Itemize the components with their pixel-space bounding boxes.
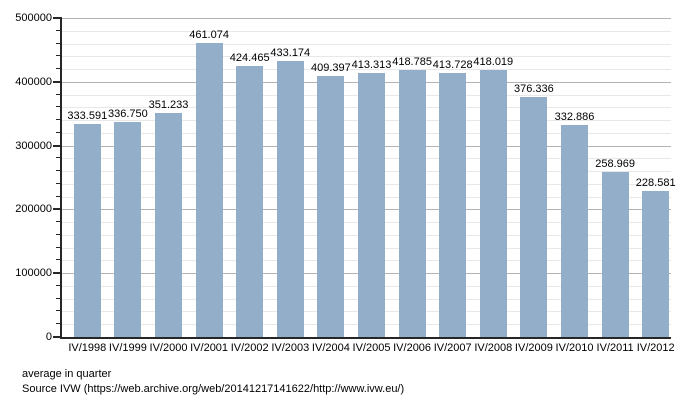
major-gridline — [62, 18, 671, 19]
bar — [479, 70, 507, 337]
bar — [317, 75, 345, 337]
x-axis-label: IV/2012 — [636, 342, 675, 354]
y-axis-minor-tick — [56, 323, 62, 325]
bar — [195, 42, 223, 337]
minor-gridline — [62, 69, 671, 71]
x-axis-label: IV/2001 — [190, 342, 229, 354]
minor-gridline — [62, 43, 671, 45]
x-axis-label: IV/1998 — [68, 342, 107, 354]
bar — [561, 124, 588, 337]
bar — [114, 122, 142, 337]
bar — [73, 124, 101, 337]
y-axis-minor-tick — [56, 221, 62, 223]
y-axis-minor-tick — [56, 55, 62, 57]
y-axis-tick-label: 300000 — [15, 139, 52, 152]
y-axis-major-tick — [53, 144, 62, 147]
y-axis-minor-tick — [56, 29, 62, 31]
bar-value-label: 409.397 — [311, 61, 351, 74]
minor-gridline — [62, 30, 671, 32]
y-axis-tick-label: 400000 — [15, 75, 52, 88]
y-axis-minor-tick — [56, 131, 62, 133]
y-axis-major-tick — [53, 17, 62, 19]
y-axis-major-tick — [53, 208, 62, 211]
bar-value-label: 228.581 — [635, 177, 676, 190]
y-axis-minor-tick — [56, 259, 62, 261]
y-axis-minor-tick — [56, 310, 62, 312]
y-axis-minor-tick — [56, 246, 62, 248]
bar-value-label: 376.336 — [514, 82, 554, 95]
bar — [520, 96, 548, 337]
bar — [276, 60, 304, 337]
bar-value-label: 333.591 — [67, 110, 108, 123]
y-axis-line — [60, 18, 62, 339]
x-axis-label: IV/2007 — [433, 342, 472, 354]
y-axis-minor-tick — [56, 233, 62, 235]
bar-value-label: 424.465 — [229, 52, 270, 65]
bar-value-label: 418.785 — [392, 55, 432, 68]
x-axis-label: IV/1999 — [108, 342, 147, 354]
y-axis-tick-label: 500000 — [15, 12, 52, 24]
y-axis-major-tick — [53, 80, 62, 83]
x-axis-label: IV/2004 — [311, 342, 350, 354]
y-axis-minor-tick — [56, 119, 62, 121]
bar-value-label: 413.728 — [432, 59, 473, 72]
y-axis-tick-label: 200000 — [15, 203, 52, 216]
bar — [439, 73, 467, 337]
footnote-source: Source IVW (https://web.archive.org/web/… — [22, 383, 405, 395]
bar-value-label: 351.233 — [148, 98, 189, 111]
x-axis-label: IV/2010 — [555, 342, 594, 354]
plot-area: 333.591 336.750 351.233 461.074 424.465 433.1… — [62, 18, 676, 337]
bar-value-label: 433.174 — [270, 46, 311, 59]
x-axis-label: IV/2006 — [393, 342, 432, 354]
x-axis-label: IV/2009 — [514, 342, 553, 354]
y-axis-tick-label: 0 — [45, 331, 52, 343]
y-axis-minor-tick — [56, 68, 62, 70]
y-axis-minor-tick — [56, 182, 62, 184]
x-axis-label: IV/2005 — [352, 342, 391, 354]
y-axis-minor-tick — [56, 42, 62, 44]
x-axis-label: IV/2008 — [474, 342, 513, 354]
y-axis-minor-tick — [56, 93, 62, 95]
bar-value-label: 332.886 — [554, 110, 595, 123]
y-axis-minor-tick — [56, 195, 62, 197]
bar — [398, 69, 426, 337]
x-axis-label: IV/2003 — [271, 342, 310, 354]
x-axis-label: IV/2002 — [230, 342, 269, 354]
bar-value-label: 461.074 — [189, 28, 229, 41]
bar-value-label: 336.750 — [108, 108, 148, 121]
y-axis-minor-tick — [56, 284, 62, 286]
y-axis-minor-tick — [56, 157, 62, 159]
y-axis-major-tick — [53, 272, 62, 275]
y-axis-minor-tick — [56, 170, 62, 172]
footnote-average: average in quarter — [22, 368, 112, 380]
bar — [601, 171, 629, 337]
bar-value-label: 413.313 — [351, 59, 392, 72]
bar-value-label: 258.969 — [595, 157, 635, 170]
bar — [155, 112, 182, 337]
bar — [236, 66, 264, 337]
bar-value-label: 418.019 — [473, 56, 514, 69]
x-axis-label: IV/2011 — [596, 342, 634, 354]
y-axis-major-tick — [53, 336, 62, 338]
minor-gridline — [62, 56, 671, 58]
x-axis-line — [60, 337, 671, 339]
y-axis-minor-tick — [56, 297, 62, 299]
bar — [642, 191, 670, 337]
y-axis-tick-label: 100000 — [15, 267, 52, 280]
y-axis-minor-tick — [56, 106, 62, 108]
bar — [358, 73, 385, 337]
x-axis-label: IV/2000 — [149, 342, 188, 354]
